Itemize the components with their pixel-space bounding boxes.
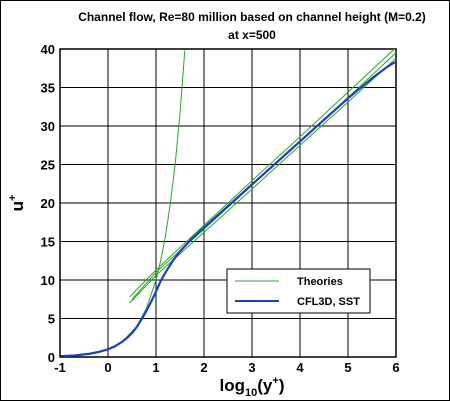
chart-subtitle: at x=500 xyxy=(228,28,276,42)
x-tick-label: 6 xyxy=(392,360,399,375)
y-tick-label: 40 xyxy=(41,42,55,57)
y-tick-label: 30 xyxy=(41,119,55,134)
legend: Theories CFL3D, SST xyxy=(226,268,371,314)
x-axis-label-paren-close: ) xyxy=(279,376,285,395)
x-axis-label-subscript: 10 xyxy=(245,387,257,399)
x-tick-label: 0 xyxy=(104,360,111,375)
x-tick-label: 3 xyxy=(248,360,255,375)
y-axis-label-main: u xyxy=(8,201,27,211)
y-axis-label-superscript: + xyxy=(7,195,19,201)
y-tick-label: 25 xyxy=(41,158,55,173)
y-axis-label: u+ xyxy=(7,195,27,212)
y-tick-label: 15 xyxy=(41,235,55,250)
x-axis-label: log10(y+) xyxy=(220,375,285,399)
series-line xyxy=(129,49,396,298)
x-tick-label: -1 xyxy=(54,360,66,375)
y-tick-label: 0 xyxy=(48,350,55,365)
x-tick-label: 4 xyxy=(296,360,304,375)
x-axis-label-main: log xyxy=(220,376,246,395)
x-tick-label: 1 xyxy=(152,360,159,375)
x-axis-label-paren-open: (y xyxy=(257,376,273,395)
series-cfl3d-sst xyxy=(60,61,396,357)
legend-label-cfl3d-sst: CFL3D, SST xyxy=(297,296,360,308)
x-tick-label: 5 xyxy=(344,360,351,375)
series-line xyxy=(129,57,396,304)
y-tick-label: 10 xyxy=(41,273,55,288)
series-line xyxy=(60,61,396,357)
y-tick-label: 5 xyxy=(48,312,55,327)
chart-title: Channel flow, Re=80 million based on cha… xyxy=(78,10,426,24)
y-tick-label: 35 xyxy=(41,81,55,96)
legend-label-theories: Theories xyxy=(297,276,343,288)
plot-area xyxy=(60,49,396,357)
y-tick-label: 20 xyxy=(41,196,55,211)
legend-box xyxy=(226,268,371,314)
x-tick-label: 2 xyxy=(200,360,207,375)
x-axis-label-superscript: + xyxy=(272,375,278,387)
